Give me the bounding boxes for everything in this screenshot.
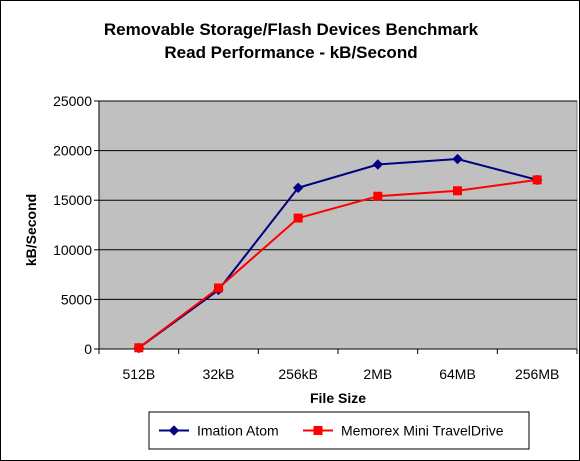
y-tick-label: 20000 bbox=[53, 143, 92, 159]
plot-area bbox=[98, 100, 578, 350]
x-tick-label: 64MB bbox=[439, 366, 476, 382]
data-point bbox=[134, 343, 144, 353]
series-2 bbox=[134, 175, 542, 353]
x-tick-label: 2MB bbox=[363, 366, 392, 382]
legend-entry: Imation Atom bbox=[159, 423, 279, 439]
chart-title-line-2: Read Performance - kB/Second bbox=[164, 43, 417, 62]
x-axis-title: File Size bbox=[310, 390, 366, 406]
y-tick-label: 10000 bbox=[53, 242, 92, 258]
data-point bbox=[452, 153, 463, 165]
y-tick-label: 5000 bbox=[61, 291, 92, 307]
x-tick-label: 256kB bbox=[278, 366, 318, 382]
x-tick-label: 512B bbox=[122, 366, 155, 382]
data-point bbox=[292, 182, 304, 194]
legend-entry: Memorex Mini TravelDrive bbox=[303, 423, 504, 439]
legend-label: Imation Atom bbox=[197, 423, 279, 439]
series-group bbox=[133, 153, 543, 354]
legend-marker bbox=[168, 425, 180, 436]
legend-label: Memorex Mini TravelDrive bbox=[341, 423, 504, 439]
gridlines bbox=[99, 100, 577, 300]
data-point bbox=[293, 213, 303, 223]
data-point bbox=[214, 283, 223, 293]
data-point bbox=[453, 186, 462, 196]
x-tick-label: 256MB bbox=[515, 366, 559, 382]
y-tick-label: 25000 bbox=[53, 93, 92, 109]
chart-title: Removable Storage/Flash Devices Benchmar… bbox=[104, 20, 479, 62]
series-line bbox=[138, 157, 538, 349]
legend-marker bbox=[313, 426, 323, 435]
data-point bbox=[532, 175, 542, 185]
x-axis-ticks: 512B 32kB 256kB 2MB 64MB 256MB bbox=[98, 349, 578, 382]
y-axis-ticks: 0 5000 10000 15000 20000 25000 bbox=[53, 93, 99, 357]
x-tick-label: 32kB bbox=[203, 366, 235, 382]
data-point bbox=[372, 159, 384, 170]
legend-box bbox=[148, 411, 530, 450]
series-line bbox=[138, 178, 538, 349]
chart-title-line-1: Removable Storage/Flash Devices Benchmar… bbox=[104, 20, 479, 39]
y-tick-label: 15000 bbox=[53, 192, 92, 208]
data-point bbox=[373, 191, 383, 201]
y-tick-label: 0 bbox=[84, 341, 92, 357]
legend: Imation Atom Memorex Mini TravelDrive bbox=[148, 411, 530, 450]
y-axis-title: kB/Second bbox=[23, 194, 39, 266]
